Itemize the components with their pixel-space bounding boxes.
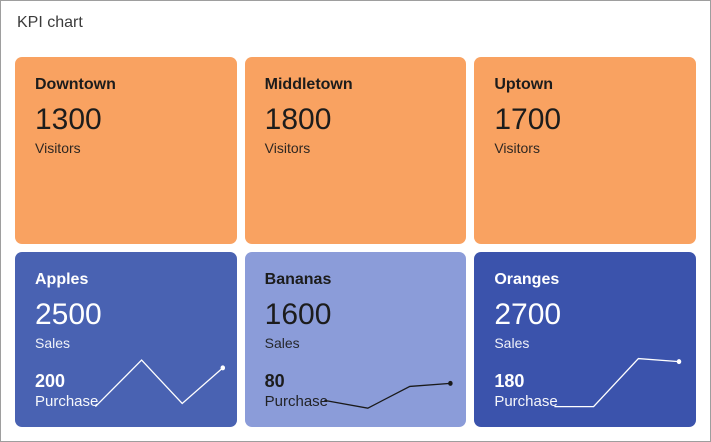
card-metric: Visitors xyxy=(264,140,311,156)
secondary-value: 80 xyxy=(264,371,285,391)
card-metric: Sales xyxy=(494,335,530,351)
card-value: 2700 xyxy=(494,298,562,331)
sparkline-chart xyxy=(546,357,682,419)
kpi-card-apples[interactable]: Apples 2500 Sales 200 Purchase xyxy=(15,252,237,427)
kpi-card-bananas[interactable]: Bananas 1600 Sales 80 Purchase xyxy=(244,252,467,427)
secondary-metric: Purchase xyxy=(264,393,329,410)
secondary-value: 200 xyxy=(35,371,66,391)
page-title: KPI chart xyxy=(17,14,83,31)
card-metric: Sales xyxy=(35,335,71,351)
card-title: Bananas xyxy=(264,271,332,288)
card-metric: Sales xyxy=(264,335,300,351)
card-value: 1700 xyxy=(494,103,562,136)
card-metric: Visitors xyxy=(35,140,81,156)
card-value: 1600 xyxy=(264,298,332,331)
kpi-card-middletown[interactable]: Middletown 1800 Visitors xyxy=(244,57,467,244)
card-title: Downtown xyxy=(35,76,116,93)
secondary-value: 180 xyxy=(494,371,525,391)
kpi-card-uptown[interactable]: Uptown 1700 Visitors xyxy=(474,57,696,244)
sparkline-chart xyxy=(87,357,225,419)
card-secondary-kpi: 180 Purchase xyxy=(494,371,557,411)
card-title: Apples xyxy=(35,271,89,288)
kpi-card-oranges[interactable]: Oranges 2700 Sales 180 Purchase xyxy=(474,252,696,427)
card-title: Middletown xyxy=(264,76,353,93)
card-title: Oranges xyxy=(494,271,560,288)
card-value: 1800 xyxy=(264,103,332,136)
card-title: Uptown xyxy=(494,76,553,93)
kpi-card-grid: Downtown 1300 Visitors Middletown 1800 V… xyxy=(15,57,696,427)
secondary-metric: Purchase xyxy=(35,393,99,410)
sparkline-chart xyxy=(316,380,453,419)
kpi-card-downtown[interactable]: Downtown 1300 Visitors xyxy=(15,57,237,244)
card-value: 2500 xyxy=(35,298,102,331)
secondary-metric: Purchase xyxy=(494,393,558,410)
card-value: 1300 xyxy=(35,103,102,136)
card-secondary-kpi: 80 Purchase xyxy=(265,371,328,411)
card-metric: Visitors xyxy=(494,140,540,156)
card-secondary-kpi: 200 Purchase xyxy=(35,371,98,411)
